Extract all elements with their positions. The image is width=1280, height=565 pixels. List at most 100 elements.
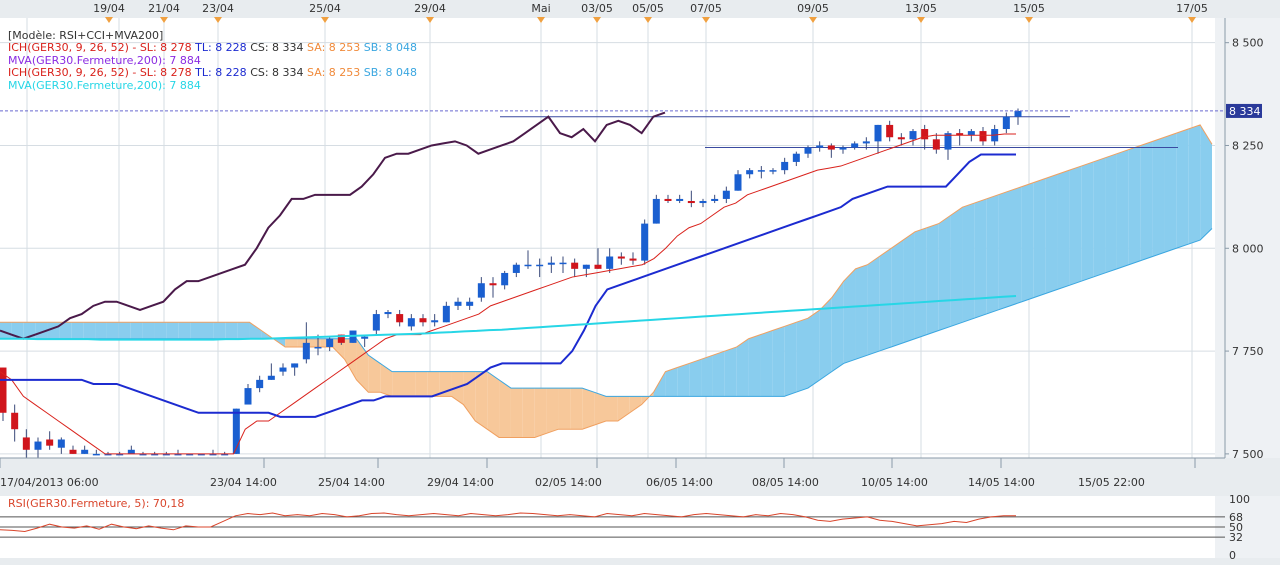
cloud-bear-segment	[570, 388, 583, 430]
top-date-label: 13/05	[905, 2, 937, 15]
candle-body	[11, 412, 19, 430]
date-marker-arrow	[321, 17, 329, 23]
y-tick-label: 7 750	[1232, 345, 1264, 358]
y-axis-panel	[1215, 18, 1280, 458]
candle-body	[34, 441, 42, 450]
candle-body	[757, 170, 765, 172]
cloud-bull-segment	[35, 322, 48, 339]
candle-body	[302, 342, 310, 360]
cloud-bull-segment	[891, 240, 904, 347]
cloud-bull-segment	[677, 363, 690, 397]
cloud-bull-segment	[1164, 133, 1177, 253]
cloud-bear-segment	[368, 355, 381, 393]
candle-body	[104, 453, 112, 456]
cloud-bull-segment	[712, 351, 725, 397]
candle-body	[652, 198, 660, 224]
series-line-sl	[0, 133, 1016, 455]
cloud-bull-segment	[1152, 137, 1165, 257]
bottom-time-label: 15/05 22:00	[1078, 476, 1145, 489]
cloud-bull-segment	[142, 322, 155, 339]
legend-part: TL: 8 228	[195, 66, 251, 80]
cloud-bull-segment	[1093, 157, 1106, 278]
candle-body	[162, 453, 170, 456]
candle-body	[1014, 110, 1022, 117]
x-axis-panel	[0, 458, 1280, 492]
cloud-bull-segment	[1128, 145, 1141, 265]
date-marker-arrow	[917, 17, 925, 23]
legend-part: ICH(GER30, 9, 26, 52) - SL: 8 278	[8, 41, 196, 55]
legend-part: ICH(GER30, 9, 26, 52) - SL: 8 278	[8, 66, 196, 80]
candle-body	[536, 264, 544, 267]
candle-body	[676, 198, 684, 201]
cloud-bull-segment	[950, 207, 963, 327]
candle-body	[81, 449, 89, 454]
y-tick-label: 8 000	[1232, 242, 1264, 255]
candle-body	[174, 453, 182, 456]
candle-body	[921, 129, 929, 140]
cloud-bull-segment	[1200, 124, 1212, 241]
cloud-bear-segment	[617, 396, 630, 421]
candle-body	[722, 190, 730, 199]
series-line-tl	[0, 153, 1016, 418]
cloud-bull-segment	[118, 322, 131, 339]
cloud-bull-segment	[903, 231, 915, 343]
cloud-bull-segment	[926, 223, 939, 335]
candle-body	[291, 363, 299, 368]
top-date-label: 03/05	[581, 2, 613, 15]
candle-body	[699, 200, 707, 204]
candle-body	[477, 283, 485, 298]
candle-body	[337, 334, 345, 343]
cloud-bull-segment	[178, 322, 191, 339]
candle-body	[186, 453, 194, 456]
bottom-time-label: 17/04/2013 06:00	[0, 476, 99, 489]
cloud-bull-segment	[190, 322, 202, 339]
cloud-bear-segment	[415, 371, 428, 397]
cloud-bull-segment	[213, 322, 226, 339]
candle-body	[267, 375, 275, 380]
candle-body	[711, 198, 719, 201]
candle-body	[314, 346, 322, 349]
candle-body	[571, 262, 579, 269]
cloud-bull-segment	[166, 322, 179, 339]
candle-body	[466, 301, 474, 306]
rsi-level-label: 100	[1229, 493, 1250, 506]
top-date-label: 05/05	[632, 2, 664, 15]
cloud-bull-segment	[1116, 149, 1129, 269]
cloud-bull-segment	[962, 203, 975, 323]
legend-row: ICH(GER30, 9, 26, 52) - SL: 8 278 TL: 8 …	[8, 42, 417, 54]
current-price-tag	[1226, 103, 1262, 118]
date-marker-arrow	[809, 17, 817, 23]
legend-part: CS: 8 334	[250, 41, 308, 55]
cloud-bull-segment	[938, 215, 951, 331]
y-tick-label: 8 500	[1232, 37, 1264, 50]
cloud-bull-segment	[11, 322, 24, 339]
cloud-bull-segment	[1033, 178, 1046, 298]
rsi-line	[0, 512, 1016, 532]
candle-body	[326, 338, 334, 347]
bottom-time-label: 02/05 14:00	[535, 476, 602, 489]
cloud-bull-segment	[83, 322, 96, 339]
candle-body	[232, 408, 240, 454]
candle-body	[127, 449, 135, 454]
cloud-bull-segment	[724, 346, 737, 397]
candle-body	[746, 170, 754, 175]
legend-part: SA: 8 253	[307, 66, 364, 80]
candle-body	[1002, 116, 1010, 130]
candle-body	[769, 170, 777, 172]
top-date-label: 25/04	[309, 2, 341, 15]
cloud-bear-segment	[606, 396, 618, 421]
rsi-legend: RSI(GER30.Fermeture, 5): 70,18	[8, 497, 185, 510]
cloud-bull-segment	[1081, 161, 1094, 282]
date-marker-arrow	[426, 17, 434, 23]
top-date-label: 07/05	[690, 2, 722, 15]
candle-body	[874, 124, 882, 142]
cloud-bull-segment	[130, 322, 143, 339]
candle-body	[501, 272, 509, 286]
cloud-bull-segment	[1069, 166, 1082, 286]
candle-body	[629, 258, 637, 261]
candle-body	[524, 264, 532, 267]
candle-body	[792, 153, 800, 162]
date-marker-arrow	[644, 17, 652, 23]
y-tick-label: 7 500	[1232, 448, 1264, 461]
